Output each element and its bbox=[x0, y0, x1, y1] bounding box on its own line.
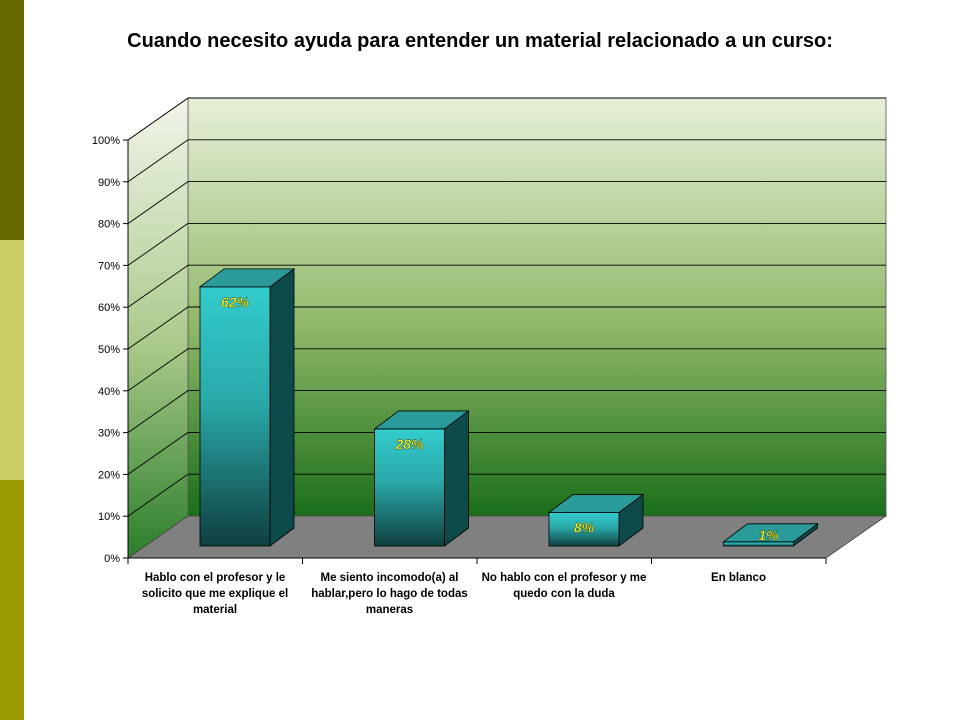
chart-walls bbox=[126, 97, 888, 559]
category-label: Me siento incomodo(a) al hablar,pero lo … bbox=[311, 572, 468, 616]
bar-side-face bbox=[444, 410, 469, 547]
category-label: No hablo con el profesor y me quedo con … bbox=[481, 572, 647, 600]
data-label: 62% bbox=[221, 294, 250, 310]
gridline-side bbox=[127, 390, 189, 433]
gridline-side bbox=[127, 97, 189, 141]
bar-top-face bbox=[373, 410, 470, 430]
bar: 8% bbox=[547, 493, 645, 547]
bar-front-face bbox=[199, 286, 271, 547]
y-tick-label: 0% bbox=[104, 553, 120, 565]
bar: 62% bbox=[198, 268, 296, 547]
data-label: 8% bbox=[574, 520, 595, 536]
bar-top-face bbox=[547, 494, 645, 513]
bar-front-face bbox=[374, 428, 445, 547]
category-label: En blanco bbox=[711, 572, 766, 584]
bars-layer: 62% 28% 8% 1% bbox=[198, 268, 819, 547]
bar-side-face bbox=[269, 268, 295, 547]
bar: 28% bbox=[373, 410, 470, 547]
gridline-side bbox=[127, 181, 189, 224]
bar-top-face bbox=[198, 268, 296, 288]
gridline-side bbox=[127, 473, 189, 517]
y-tick-label: 70% bbox=[98, 260, 120, 272]
y-tick-label: 90% bbox=[98, 177, 120, 189]
data-label: 1% bbox=[758, 527, 779, 543]
slide-stripe-olive bbox=[0, 480, 24, 720]
y-tick-label: 50% bbox=[98, 344, 120, 356]
slide-stripe-dark bbox=[0, 0, 24, 240]
bar-top-face bbox=[722, 523, 819, 543]
bar: 1% bbox=[722, 523, 819, 547]
gridline-side bbox=[127, 139, 189, 183]
y-tick-label: 40% bbox=[98, 386, 120, 398]
slide-stripe-light bbox=[0, 240, 24, 480]
category-label: Hablo con el profesor y le solicito que … bbox=[141, 572, 289, 616]
y-tick-label: 100% bbox=[92, 135, 120, 147]
gridline-side bbox=[127, 306, 189, 350]
y-tick-label: 30% bbox=[98, 428, 120, 440]
data-label: 28% bbox=[394, 436, 424, 452]
gridline-side bbox=[127, 264, 189, 308]
bar-front-face bbox=[548, 512, 620, 547]
y-tick-label: 10% bbox=[98, 511, 120, 523]
y-tick-label: 60% bbox=[98, 302, 120, 314]
gridline-side bbox=[127, 348, 189, 392]
y-axis: 0% 10% 20% 30% 40% 50% 60% 70% 80% 90% 100% bbox=[92, 135, 129, 565]
gridline-side bbox=[127, 223, 189, 266]
y-tick-label: 80% bbox=[98, 219, 120, 231]
gridline-side bbox=[127, 432, 189, 475]
x-axis bbox=[127, 557, 827, 564]
y-tick-label: 20% bbox=[98, 469, 120, 481]
chart-title: Cuando necesito ayuda para entender un m… bbox=[127, 30, 833, 52]
